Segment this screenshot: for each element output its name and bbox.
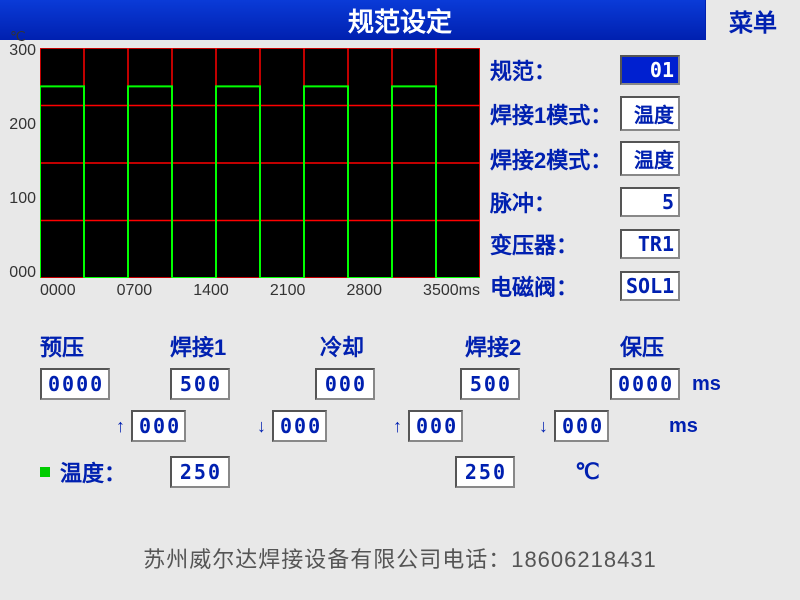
page-title: 规范设定 <box>348 2 452 39</box>
ms-unit: ms <box>669 415 698 438</box>
hold-label: 保压 <box>620 330 664 362</box>
waveform-chart: ℃ 300 200 100 000 0000 0700 1400 2100 28… <box>10 48 450 312</box>
transformer-label: 变压器： <box>490 228 620 260</box>
transformer-value[interactable]: TR1 <box>620 229 680 259</box>
ramp-up2-input[interactable]: 000 <box>408 410 463 442</box>
temp-label: 温度： <box>60 456 170 488</box>
y-axis: 300 200 100 000 <box>6 42 36 282</box>
weld1-mode-value[interactable]: 温度 <box>620 96 680 131</box>
arrow-up-icon: ↑ <box>393 416 402 437</box>
weld1-mode-label: 焊接1模式： <box>490 98 620 130</box>
ramp-down2-input[interactable]: 000 <box>554 410 609 442</box>
weld1-input[interactable]: 500 <box>170 368 230 400</box>
weld2-label: 焊接2 <box>465 330 620 362</box>
pulse-value[interactable]: 5 <box>620 187 680 217</box>
spec-value[interactable]: 01 <box>620 55 680 85</box>
temp1-input[interactable]: 250 <box>170 456 230 488</box>
arrow-down-icon: ↓ <box>257 416 266 437</box>
weld2-input[interactable]: 500 <box>460 368 520 400</box>
spec-label: 规范： <box>490 54 620 86</box>
chart-svg <box>40 48 480 278</box>
ramp-up1-input[interactable]: 000 <box>131 410 186 442</box>
temp2-input[interactable]: 250 <box>455 456 515 488</box>
solenoid-value[interactable]: SOL1 <box>620 271 680 301</box>
solenoid-label: 电磁阀： <box>490 270 620 302</box>
prepress-input[interactable]: 0000 <box>40 368 110 400</box>
hold-input[interactable]: 0000 <box>610 368 680 400</box>
weld2-mode-value[interactable]: 温度 <box>620 141 680 176</box>
phase-panel: 预压 焊接1 冷却 焊接2 保压 0000 500 000 500 0000 m… <box>0 312 800 488</box>
pulse-label: 脉冲： <box>490 186 620 218</box>
x-axis: 0000 0700 1400 2100 2800 3500ms <box>40 282 480 300</box>
weld2-mode-label: 焊接2模式： <box>490 143 620 175</box>
ramp-down1-input[interactable]: 000 <box>272 410 327 442</box>
temp-indicator-icon <box>40 467 50 477</box>
parameter-panel: 规范： 01 焊接1模式： 温度 焊接2模式： 温度 脉冲： 5 变压器： TR… <box>450 48 790 312</box>
ms-unit: ms <box>692 373 721 396</box>
weld1-label: 焊接1 <box>170 330 320 362</box>
footer-watermark: 苏州威尔达焊接设备有限公司电话：18606218431 <box>0 542 800 574</box>
temp-unit: ℃ <box>575 459 600 485</box>
cool-input[interactable]: 000 <box>315 368 375 400</box>
arrow-down-icon: ↓ <box>539 416 548 437</box>
menu-button[interactable]: 菜单 <box>705 0 800 40</box>
arrow-up-icon: ↑ <box>116 416 125 437</box>
prepress-label: 预压 <box>40 330 170 362</box>
titlebar: 规范设定 菜单 <box>0 0 800 40</box>
cool-label: 冷却 <box>320 330 465 362</box>
